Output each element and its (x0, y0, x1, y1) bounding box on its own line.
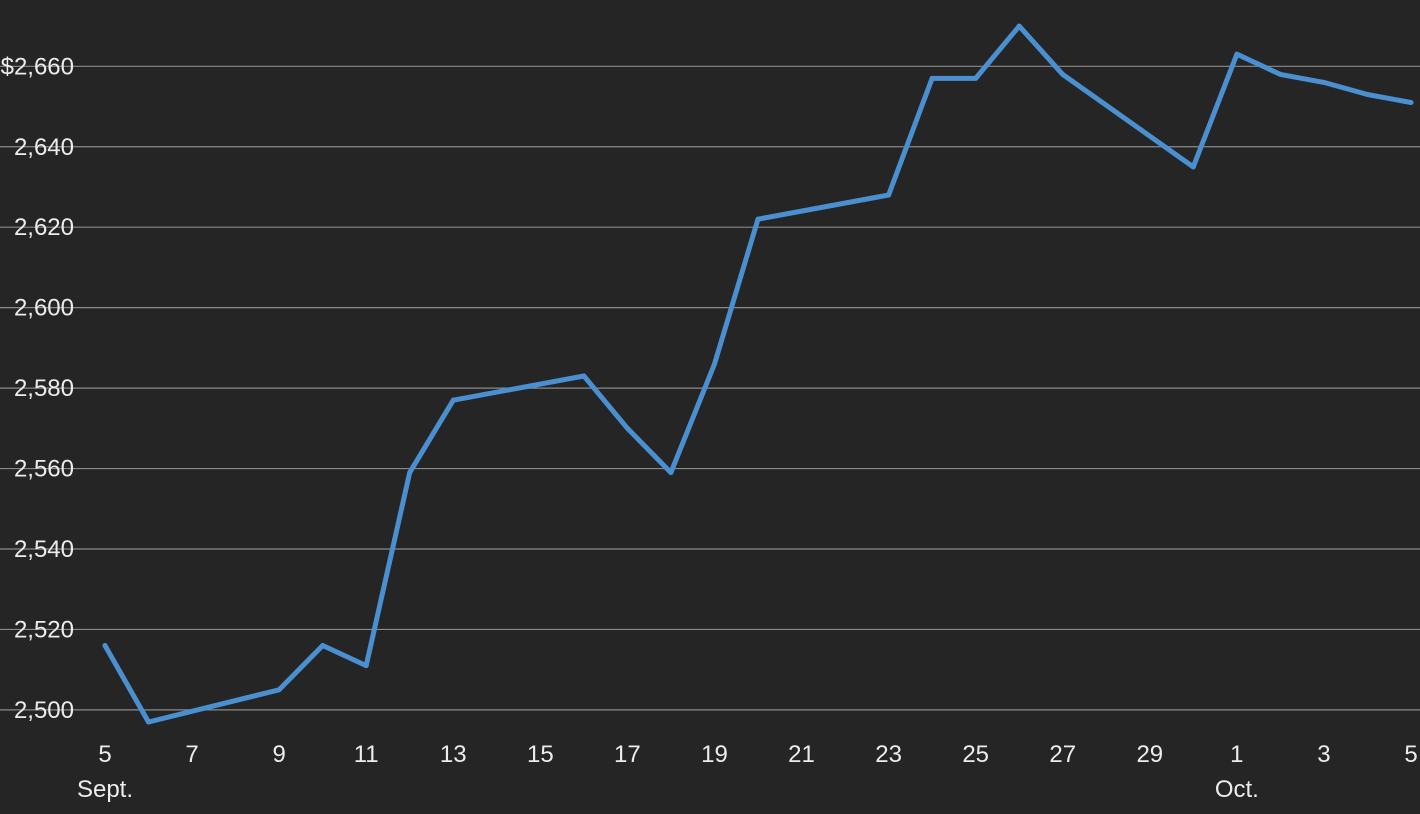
x-tick-label: 25 (962, 741, 989, 768)
data-point (276, 687, 282, 693)
y-tick-label: $2,660 (1, 53, 74, 80)
y-tick-label: 2,500 (14, 697, 74, 724)
data-point (886, 192, 892, 198)
y-tick-label: 2,580 (14, 375, 74, 402)
x-tick-month-label: Oct. (1215, 776, 1259, 803)
data-point (1190, 164, 1196, 170)
data-point (146, 719, 152, 725)
y-tick-label: 2,620 (14, 214, 74, 241)
x-tick-label: 27 (1049, 741, 1076, 768)
data-point (1408, 100, 1414, 106)
x-tick-label: 1 (1230, 741, 1243, 768)
y-tick-label: 2,540 (14, 536, 74, 563)
x-tick-label: 23 (875, 741, 902, 768)
data-point (929, 75, 935, 81)
series-line-0 (102, 23, 1414, 725)
x-tick-label: 19 (701, 741, 728, 768)
data-point (450, 397, 456, 403)
data-point (102, 643, 108, 649)
data-point (1016, 23, 1022, 29)
x-tick-label: 29 (1136, 741, 1163, 768)
data-point (711, 361, 717, 367)
y-axis-tick-labels: 2,500 2,520 2,540 2,560 2,580 2,600 2,620 2,640… (1, 53, 74, 724)
y-tick-label: 2,560 (14, 456, 74, 483)
data-point (624, 425, 630, 431)
x-tick-label: 13 (440, 741, 467, 768)
gridlines (0, 65, 1420, 711)
y-tick-label: 2,640 (14, 134, 74, 161)
x-tick-label: 15 (527, 741, 554, 768)
x-tick-label: 9 (272, 741, 285, 768)
x-tick-month-label: Sept. (77, 776, 133, 803)
data-point (973, 75, 979, 81)
x-tick-label: 7 (185, 741, 198, 768)
y-tick-label: 2,600 (14, 295, 74, 322)
x-tick-label: 11 (354, 741, 379, 768)
data-point (1277, 71, 1283, 77)
x-tick-label: 5 (98, 741, 111, 768)
data-point (755, 216, 761, 222)
x-axis-tick-labels: 5 Sept. 7 9 11 13 15 17 19 21 23 25 27 29 1 Oct. 3 5 (77, 741, 1418, 803)
data-point (1234, 51, 1240, 57)
data-point (363, 663, 369, 669)
data-point (581, 373, 587, 379)
y-tick-label: 2,520 (14, 616, 74, 643)
series-layer (102, 23, 1414, 725)
x-tick-label: 21 (788, 741, 815, 768)
data-point (668, 470, 674, 476)
x-tick-label: 5 (1404, 741, 1417, 768)
x-tick-label: 3 (1317, 741, 1330, 768)
data-point (1321, 79, 1327, 85)
data-point (1364, 91, 1370, 97)
data-point (1060, 71, 1066, 77)
data-point (407, 470, 413, 476)
data-point (320, 643, 326, 649)
x-tick-label: 17 (614, 741, 641, 768)
